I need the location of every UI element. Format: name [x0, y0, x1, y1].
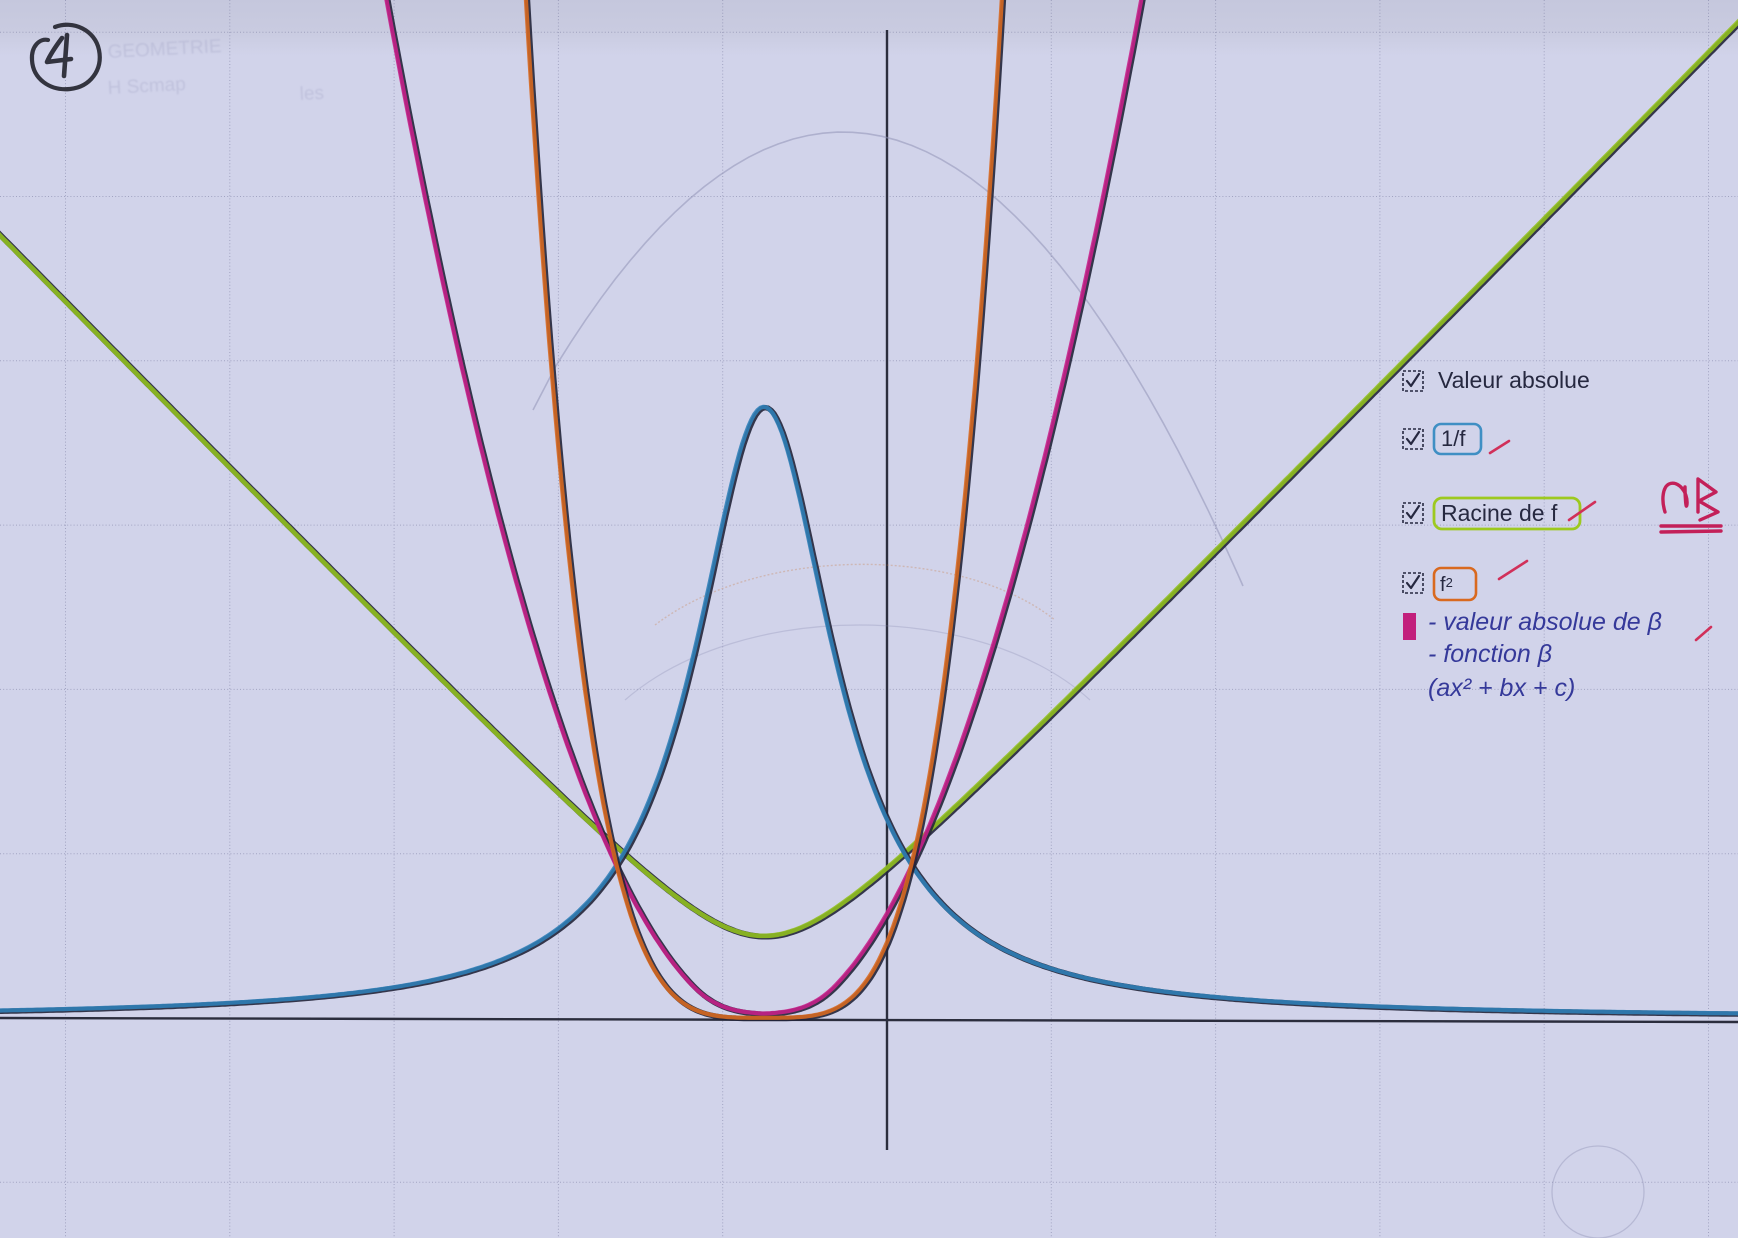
- svg-text:les: les: [299, 83, 324, 105]
- svg-text:1/f: 1/f: [1441, 426, 1466, 451]
- svg-text:f2: f2: [1440, 574, 1453, 596]
- svg-text:Racine de f: Racine de f: [1441, 500, 1558, 526]
- svg-text:Valeur absolue: Valeur absolue: [1438, 367, 1590, 393]
- svg-text:- fonction β: - fonction β: [1428, 640, 1552, 668]
- svg-text:H Scmap: H Scmap: [107, 74, 186, 99]
- svg-text:GEOMETRIE: GEOMETRIE: [107, 36, 222, 63]
- svg-text:- valeur absolue de β: - valeur absolue de β: [1428, 608, 1662, 636]
- svg-text:(ax² + bx + c): (ax² + bx + c): [1428, 674, 1575, 702]
